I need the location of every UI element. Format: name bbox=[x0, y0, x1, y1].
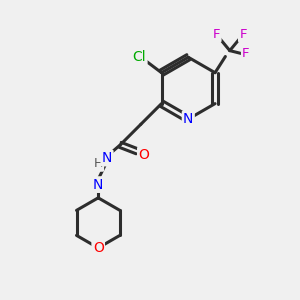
Text: H: H bbox=[94, 158, 103, 170]
Text: N: N bbox=[93, 178, 104, 192]
Text: F: F bbox=[242, 47, 250, 60]
Text: F: F bbox=[239, 28, 247, 41]
Text: O: O bbox=[93, 241, 104, 255]
Text: F: F bbox=[213, 28, 220, 41]
Text: O: O bbox=[138, 148, 149, 162]
Text: N: N bbox=[102, 151, 112, 165]
Text: N: N bbox=[183, 112, 194, 126]
Text: Cl: Cl bbox=[133, 50, 146, 64]
